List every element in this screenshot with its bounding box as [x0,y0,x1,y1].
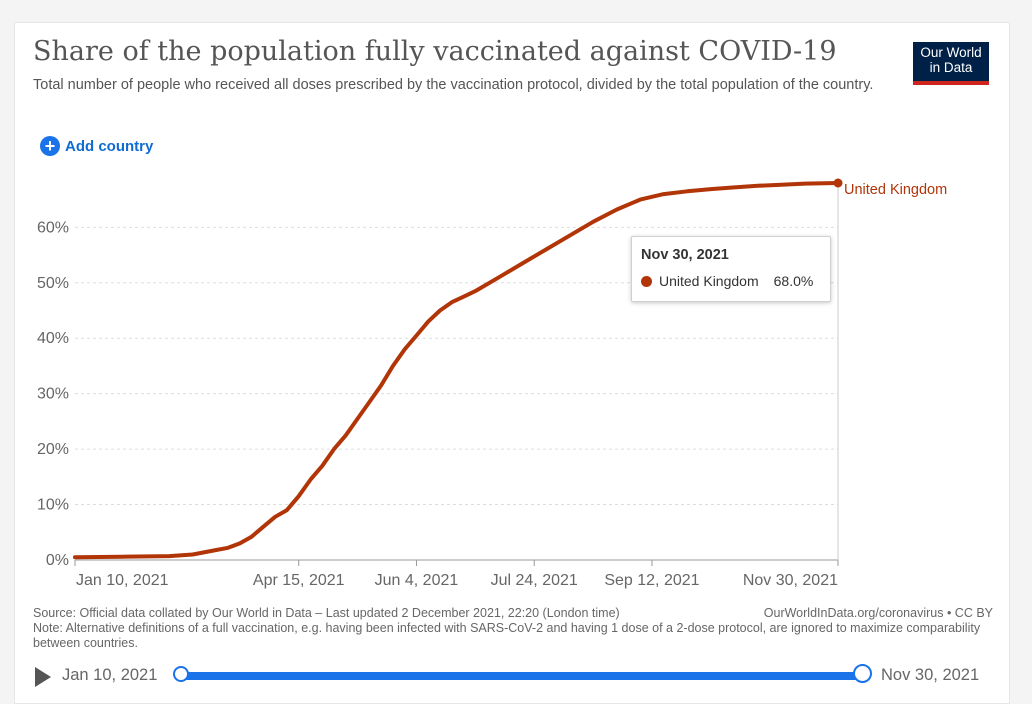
source-note: Source: Official data collated by Our Wo… [33,606,993,651]
y-tick-label: 10% [37,497,69,514]
tooltip-row: United Kingdom 68.0% [641,273,813,289]
logo-line-1: Our World [920,45,982,60]
chart-title: Share of the population fully vaccinated… [33,36,837,67]
y-tick-label: 40% [37,330,69,347]
timeline-slider: Jan 10, 2021 Nov 30, 2021 [30,662,995,690]
x-tick-label: Jun 4, 2021 [375,572,459,589]
x-tick-label: Jan 10, 2021 [76,572,169,589]
timeline-track[interactable] [182,672,862,680]
series-line-united-kingdom [73,181,840,560]
x-tick-label: Jul 24, 2021 [491,572,578,589]
timeline-start-label: Jan 10, 2021 [62,666,158,684]
source-link[interactable]: OurWorldInData.org/coronavirus • CC BY [763,606,993,620]
y-tick-label: 60% [37,219,69,236]
series-color-dot [641,275,652,287]
y-tick-label: 30% [37,386,69,403]
timeline-start-handle[interactable] [173,666,189,682]
source-text: Source: Official data collated by Our Wo… [33,606,620,620]
owid-logo[interactable]: Our World in Data [913,42,989,85]
logo-line-2: in Data [929,60,973,75]
timeline-end-handle[interactable] [853,664,872,683]
y-tick-label: 0% [46,552,69,569]
play-icon[interactable] [35,667,51,687]
y-tick-label: 50% [37,275,69,292]
add-country-button[interactable]: + Add country [40,136,153,156]
y-tick-label: 20% [37,441,69,458]
note-text: Note: Alternative definitions of a full … [33,621,981,650]
hover-tooltip: Nov 30, 2021 United Kingdom 68.0% [631,236,831,302]
line-chart: 0% 10% 20% 30% 40% 50% 60% Jan 10, 2021 Apr 15, … [37,178,947,589]
add-country-label: Add country [65,137,154,155]
chart-subtitle: Total number of people who received all … [33,77,874,93]
tooltip-date: Nov 30, 2021 [641,247,729,263]
x-tick-label: Nov 30, 2021 [743,572,838,589]
plus-circle-icon: + [40,136,60,156]
timeline-end-label: Nov 30, 2021 [881,666,980,684]
tooltip-entity: United Kingdom [659,273,759,289]
tooltip-value: 68.0% [773,273,814,289]
x-tick-label: Sep 12, 2021 [604,572,699,589]
series-end-point [833,178,843,188]
series-end-label: United Kingdom [844,182,947,198]
chart-card [14,22,1010,704]
x-tick-label: Apr 15, 2021 [253,572,345,589]
